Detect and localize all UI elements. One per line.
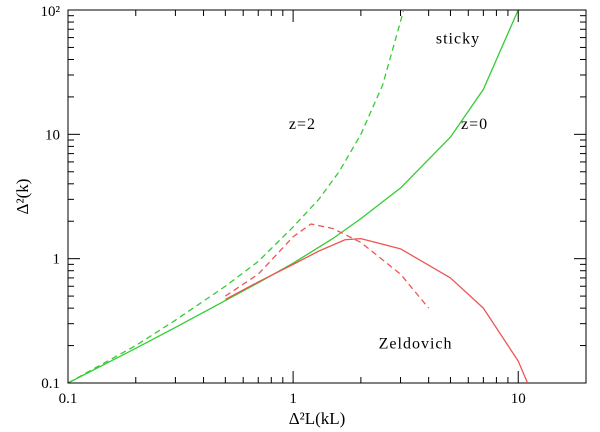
- sticky-z2-curve: [68, 10, 405, 383]
- sticky-z0-curve: [68, 10, 519, 383]
- plot-frame: [67, 9, 587, 384]
- zeldovich-z2-curve: [224, 223, 430, 309]
- x-tick-label: 10: [511, 391, 526, 407]
- y-tick-label: 10²: [41, 4, 61, 20]
- y-axis-label: Δ²(k): [13, 179, 32, 215]
- annotation-sticky: sticky: [436, 30, 480, 47]
- y-tick-label: 0.1: [41, 376, 60, 392]
- x-tick-label: 1: [289, 391, 297, 407]
- y-tick-label: 10: [45, 127, 60, 143]
- annotation-zeldovich: Zeldovich: [379, 335, 453, 352]
- x-axis-label: Δ²L(kL): [289, 409, 346, 428]
- y-tick-label: 1: [53, 252, 61, 268]
- annotation-z0: z=0: [461, 116, 488, 133]
- zeldovich-z0-curve: [225, 237, 529, 383]
- x-tick-label: 0.1: [59, 391, 78, 407]
- annotation-z2: z=2: [289, 116, 316, 133]
